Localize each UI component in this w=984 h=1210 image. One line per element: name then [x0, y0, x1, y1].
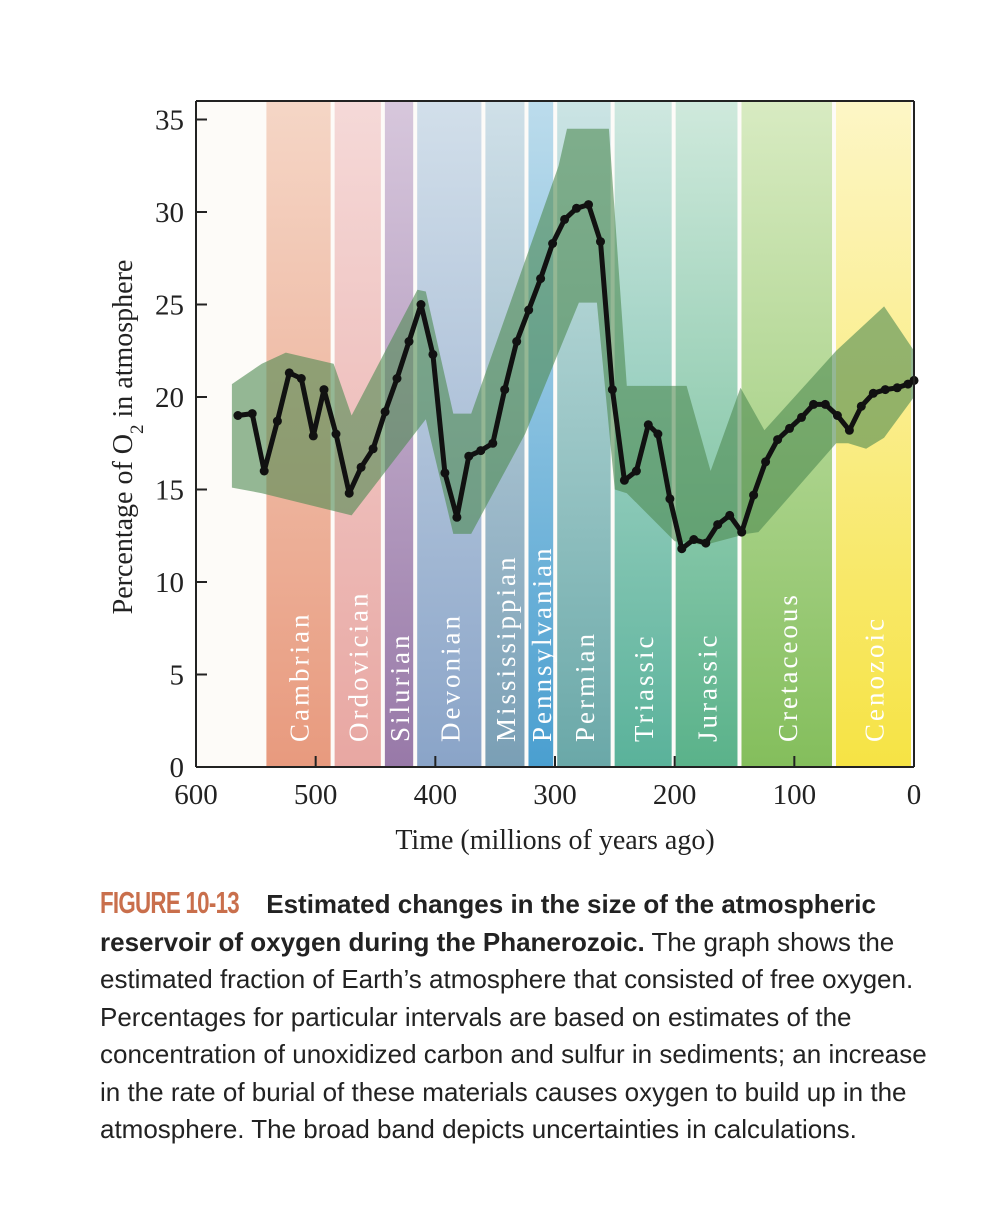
- data-point: [596, 237, 605, 247]
- y-axis-title-main: Percentage of O: [108, 434, 139, 614]
- data-point: [368, 444, 378, 454]
- data-point: [737, 527, 747, 537]
- data-point: [797, 412, 806, 422]
- data-point: [607, 385, 617, 395]
- data-point: [560, 214, 570, 224]
- data-point: [761, 457, 771, 467]
- data-point: [785, 423, 794, 433]
- data-point: [725, 510, 735, 520]
- period-label-devonian: Devonian: [435, 613, 465, 742]
- data-point: [689, 535, 699, 544]
- data-point: [677, 544, 687, 554]
- data-point: [247, 409, 257, 419]
- data-point: [820, 399, 830, 409]
- y-tick-label: 15: [155, 475, 184, 507]
- oxygen-chart: Cambrian Ordovician Silurian Devonian Missis…: [108, 100, 922, 856]
- data-point: [665, 494, 675, 504]
- y-tick-label: 20: [155, 382, 184, 414]
- data-point: [643, 420, 653, 430]
- y-tick-label: 25: [155, 290, 184, 322]
- data-point: [428, 349, 438, 359]
- data-point: [892, 383, 902, 393]
- data-line-layer: [233, 200, 919, 554]
- figure-number: FIGURE 10-13: [100, 885, 240, 920]
- data-point: [259, 466, 269, 476]
- y-tick-label: 0: [170, 752, 185, 784]
- data-point: [233, 411, 243, 420]
- data-point: [464, 451, 474, 461]
- y-tick-label: 10: [155, 567, 184, 599]
- period-label-silurian: Silurian: [385, 633, 415, 743]
- figure-title: Estimated changes in the size of the atm…: [100, 889, 876, 957]
- y-axis-title-end: in atmosphere: [108, 260, 139, 425]
- data-point: [512, 337, 522, 346]
- data-point: [856, 401, 866, 411]
- period-label-jurassic: Jurassic: [693, 633, 723, 742]
- figure-caption: FIGURE 10-13 Estimated changes in the si…: [100, 884, 950, 1149]
- period-label-triassic: Triassic: [629, 633, 659, 742]
- data-point: [476, 446, 486, 456]
- x-tick-label: 200: [653, 779, 697, 811]
- x-tick-label: 0: [907, 779, 922, 811]
- data-point: [844, 425, 854, 435]
- data-point: [773, 435, 783, 445]
- period-label-cenozoic: Cenozoic: [860, 616, 890, 742]
- data-point: [713, 520, 723, 530]
- data-point: [832, 411, 842, 420]
- x-axis-title: Time (millions of years ago): [395, 825, 714, 856]
- data-point: [548, 239, 558, 248]
- data-point: [319, 385, 329, 395]
- x-tick-label: 500: [294, 779, 338, 811]
- data-point: [701, 538, 711, 548]
- y-axis-title-sub: 2: [127, 424, 148, 434]
- y-tick-label: 35: [155, 105, 184, 137]
- x-tick-label: 600: [174, 779, 218, 811]
- y-tick-label: 30: [155, 197, 184, 229]
- oxygen-series-line: [235, 202, 917, 552]
- data-point: [440, 468, 450, 478]
- data-point: [392, 374, 402, 383]
- data-point: [272, 416, 282, 426]
- data-point: [331, 429, 341, 439]
- uncertainty-band: [231, 128, 914, 546]
- data-point: [344, 488, 354, 498]
- data-point: [356, 462, 366, 472]
- period-label-pennsylvanian: Pennsylvanian: [527, 546, 557, 742]
- x-tick-label: 300: [533, 779, 577, 811]
- data-point: [416, 300, 426, 309]
- data-point: [284, 368, 294, 378]
- data-point: [296, 374, 306, 383]
- data-point: [809, 399, 818, 409]
- period-labels: Cambrian Ordovician Silurian Devonian Missis…: [285, 546, 890, 742]
- y-tick-label: 5: [170, 660, 185, 692]
- period-label-cambrian: Cambrian: [285, 612, 315, 742]
- data-point: [308, 431, 318, 441]
- period-label-cretaceous: Cretaceous: [773, 592, 803, 742]
- data-point: [868, 388, 878, 398]
- y-axis-title: Percentage of O2 in atmosphere: [108, 260, 148, 615]
- x-tick-label: 100: [773, 779, 817, 811]
- figure-body: The graph shows the estimated fraction o…: [100, 926, 927, 1145]
- data-point: [880, 385, 890, 395]
- axes: 0 5 10 15 20 25 30 35 600 500 400 300 200 100 0: [155, 100, 922, 811]
- period-label-permian: Permian: [570, 631, 600, 742]
- data-point: [488, 438, 498, 448]
- data-point: [500, 385, 510, 395]
- data-point: [584, 200, 593, 210]
- data-point: [536, 274, 546, 284]
- data-point: [653, 429, 663, 439]
- data-point: [404, 337, 414, 346]
- data-point: [380, 407, 390, 417]
- uncertainty-band-layer: [231, 128, 914, 546]
- period-label-ordovician: Ordovician: [344, 591, 374, 742]
- period-label-mississippian: Mississippian: [491, 554, 521, 742]
- data-point: [631, 466, 641, 476]
- data-point: [619, 475, 629, 485]
- data-point: [749, 490, 759, 500]
- x-tick-label: 400: [414, 779, 458, 811]
- data-point: [452, 512, 462, 522]
- data-point: [524, 305, 534, 315]
- data-point: [572, 203, 581, 213]
